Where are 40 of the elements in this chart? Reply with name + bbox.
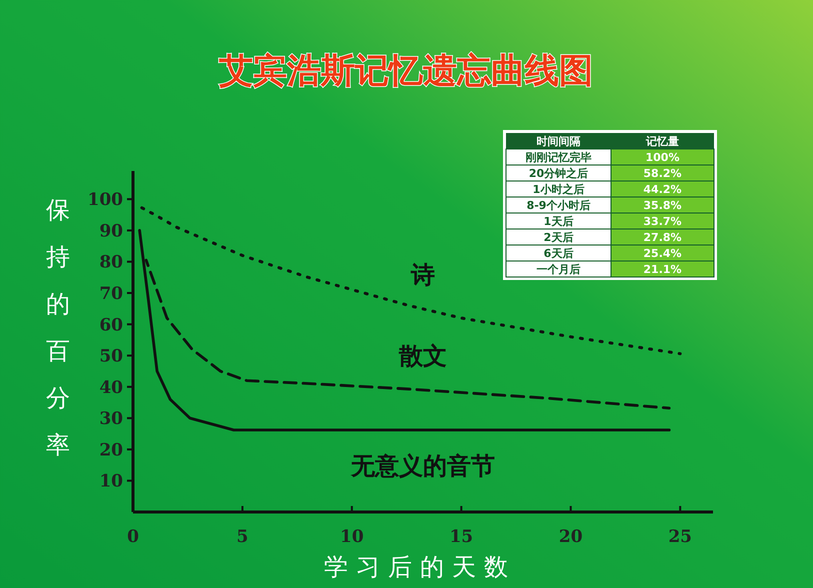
x-tick-label: 15	[449, 527, 474, 547]
text: 27.8%	[643, 231, 682, 244]
y-tick-label: 50	[99, 346, 124, 367]
y-tick-label: 80	[99, 252, 124, 273]
x-axis-title: 学习后的天数	[324, 553, 516, 581]
text: 时间间隔	[536, 135, 580, 148]
y-tick-label: 10	[99, 472, 124, 492]
category-label: 8-9个小时后	[526, 199, 590, 212]
category-label: 1天后	[544, 215, 574, 228]
y-tick-label: 30	[99, 409, 124, 430]
category-label: 刚刚记忆完毕	[526, 151, 592, 164]
y-tick-label: 20	[99, 440, 124, 460]
x-tick-label: 25	[668, 527, 692, 547]
text: 25.4%	[643, 247, 682, 260]
series-label: 无意义的音节	[350, 451, 495, 480]
y-tick-label: 100	[88, 190, 124, 210]
y-axis-title: 保持的百分率	[46, 196, 70, 459]
y-tick-label: 90	[99, 221, 124, 242]
category-label: 2天后	[544, 231, 574, 244]
series-label: 散文	[398, 340, 447, 370]
y-tick-label: 70	[99, 284, 124, 304]
text: 33.7%	[643, 215, 682, 228]
x-tick-label: 0	[127, 527, 140, 547]
text: 44.2%	[643, 183, 682, 196]
category-label: 1小时之后	[532, 183, 584, 196]
x-tick-label: 5	[236, 527, 248, 547]
chart-title: 艾宾浩斯记忆遗忘曲线图	[218, 51, 593, 91]
category-label: 6天后	[544, 247, 574, 260]
x-tick-label: 20	[558, 527, 583, 547]
category-label: 一个月后	[536, 263, 580, 276]
text: 记忆量	[645, 135, 679, 148]
text: 21.1%	[643, 263, 682, 276]
y-tick-label: 60	[99, 315, 124, 336]
text: 58.2%	[643, 167, 682, 180]
x-tick-label: 10	[340, 527, 364, 547]
series-label: 诗	[410, 260, 435, 289]
y-tick-label: 40	[99, 378, 124, 398]
category-label: 20分钟之后	[528, 167, 588, 180]
text: 100%	[646, 151, 680, 164]
text: 35.8%	[643, 199, 682, 212]
